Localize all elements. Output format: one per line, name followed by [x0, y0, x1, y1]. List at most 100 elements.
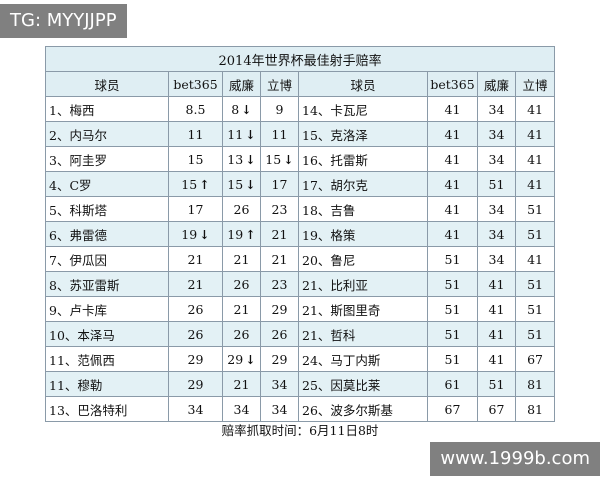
player-name-cell: 4、C罗 — [45, 171, 169, 197]
player-name-cell: 25、因莫比莱 — [298, 371, 428, 397]
player-name: 10、本泽马 — [49, 327, 115, 343]
odds-cell: 21 — [168, 271, 223, 297]
arrow-up-icon: ↑ — [245, 226, 256, 242]
odds-value: 26 — [187, 301, 204, 317]
odds-cell: 51 — [514, 296, 556, 322]
table-row: 10、本泽马 26 26 26 21、哲科 51 41 51 — [45, 321, 556, 347]
odds-cell: 26 — [222, 321, 261, 347]
odds-value: 21 — [187, 276, 204, 292]
odds-value: 34 — [488, 101, 505, 117]
odds-value: 15 — [265, 151, 282, 167]
column-header: bet365 — [168, 71, 223, 97]
odds-cell: 26 — [222, 271, 261, 297]
odds-value: 41 — [527, 151, 543, 167]
odds-cell: 41 — [427, 196, 478, 222]
odds-cell: 34 — [260, 396, 299, 422]
column-header: 立博 — [514, 71, 556, 97]
odds-cell: 9 — [260, 96, 299, 122]
odds-value: 29 — [187, 376, 204, 392]
odds-value: 41 — [488, 351, 505, 367]
odds-cell: 81 — [514, 396, 556, 422]
odds-value: 51 — [527, 226, 543, 242]
table-row: 3、阿圭罗 15 13 ↓ 15 ↓ 16、托雷斯 41 34 41 — [45, 146, 556, 172]
odds-value: 11 — [271, 126, 288, 142]
odds-cell: 81 — [514, 371, 556, 397]
odds-value: 51 — [444, 276, 461, 292]
player-name-cell: 13、巴洛特利 — [45, 396, 169, 422]
player-name: 24、马丁内斯 — [302, 352, 381, 368]
player-name: 16、托雷斯 — [302, 152, 368, 168]
odds-cell: 29 — [168, 346, 223, 372]
odds-value: 41 — [444, 176, 461, 192]
table-row: 7、伊瓜因 21 21 21 20、鲁尼 51 34 41 — [45, 246, 556, 272]
odds-cell: 41 — [427, 146, 478, 172]
odds-value: 17 — [271, 176, 288, 192]
player-name-cell: 9、卢卡库 — [45, 296, 169, 322]
odds-cell: 41 — [514, 146, 556, 172]
odds-cell: 21 — [222, 246, 261, 272]
odds-cell: 41 — [477, 346, 516, 372]
player-name-cell: 16、托雷斯 — [298, 146, 428, 172]
watermark-top-left: TG: MYYJJPP — [0, 4, 127, 38]
odds-value: 41 — [444, 126, 461, 142]
odds-value: 41 — [527, 101, 543, 117]
player-name: 25、因莫比莱 — [302, 377, 381, 393]
odds-value: 41 — [488, 326, 505, 342]
table-row: 4、C罗 15 ↑ 15 ↓ 17 17、胡尔克 41 51 41 — [45, 171, 556, 197]
player-name-cell: 26、波多尔斯基 — [298, 396, 428, 422]
player-name-cell: 19、格策 — [298, 221, 428, 247]
odds-cell: 34 — [477, 246, 516, 272]
odds-cell: 41 — [477, 296, 516, 322]
odds-value: 21 — [187, 251, 204, 267]
odds-value: 51 — [444, 326, 461, 342]
odds-value: 21 — [233, 301, 250, 317]
column-header: 球员 — [298, 71, 428, 97]
column-header: 威廉 — [222, 71, 261, 97]
player-name: 19、格策 — [302, 227, 356, 243]
odds-cell: 67 — [427, 396, 478, 422]
odds-value: 21 — [233, 251, 250, 267]
odds-value: 81 — [527, 376, 543, 392]
odds-cell: 21 — [222, 296, 261, 322]
odds-value: 17 — [187, 201, 204, 217]
player-name-cell: 7、伊瓜因 — [45, 246, 169, 272]
odds-value: 23 — [271, 201, 288, 217]
odds-value: 41 — [527, 251, 543, 267]
player-name-cell: 14、卡瓦尼 — [298, 96, 428, 122]
odds-value: 29 — [271, 301, 288, 317]
odds-cell: 51 — [427, 271, 478, 297]
odds-cell: 51 — [514, 221, 556, 247]
odds-cell: 23 — [260, 196, 299, 222]
odds-value: 19 — [227, 226, 244, 242]
table-row: 2、内马尔 11 11 ↓ 11 15、克洛泽 41 34 41 — [45, 121, 556, 147]
odds-cell: 21 — [222, 371, 261, 397]
player-name-cell: 6、弗雷德 — [45, 221, 169, 247]
odds-value: 15 — [181, 176, 198, 192]
odds-cell: 17 — [168, 196, 223, 222]
player-name-cell: 21、斯图里奇 — [298, 296, 428, 322]
odds-value: 34 — [488, 226, 505, 242]
odds-cell: 51 — [427, 296, 478, 322]
odds-cell: 29 ↓ — [222, 346, 261, 372]
odds-cell: 34 — [477, 196, 516, 222]
odds-cell: 51 — [427, 246, 478, 272]
odds-cell: 67 — [514, 346, 556, 372]
odds-value: 81 — [527, 401, 543, 417]
odds-value: 51 — [527, 276, 543, 292]
odds-cell: 15 ↓ — [222, 171, 261, 197]
arrow-down-icon: ↓ — [199, 226, 210, 242]
arrow-down-icon: ↓ — [245, 176, 256, 192]
odds-value: 26 — [233, 326, 250, 342]
odds-cell: 21 — [168, 246, 223, 272]
odds-value: 67 — [527, 351, 543, 367]
odds-value: 29 — [187, 351, 204, 367]
odds-cell: 51 — [427, 346, 478, 372]
odds-cell: 26 — [260, 321, 299, 347]
odds-value: 34 — [488, 251, 505, 267]
odds-value: 34 — [271, 401, 288, 417]
arrow-down-icon: ↓ — [283, 151, 294, 167]
arrow-down-icon: ↓ — [245, 351, 256, 367]
odds-value: 41 — [527, 126, 543, 142]
player-name: 13、巴洛特利 — [49, 402, 128, 418]
player-name: 1、梅西 — [49, 102, 95, 118]
